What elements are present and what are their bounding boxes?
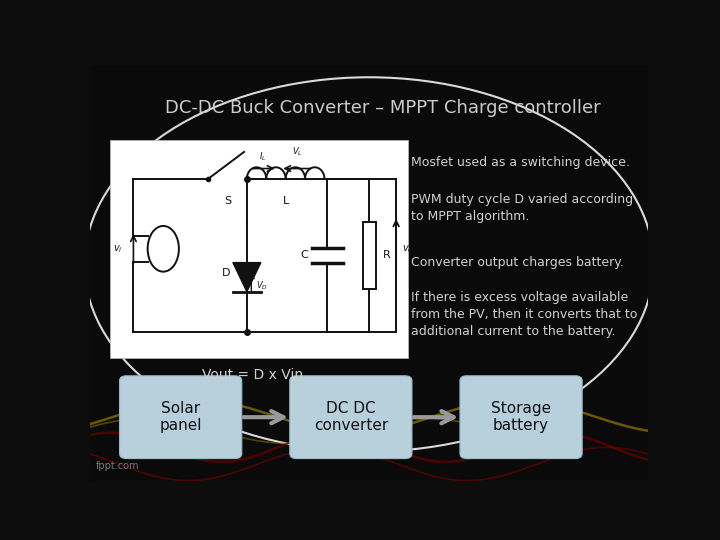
- Text: If there is excess voltage available
from the PV, then it converts that to
addit: If there is excess voltage available fro…: [411, 291, 637, 338]
- Text: C: C: [300, 251, 308, 260]
- Ellipse shape: [148, 226, 179, 272]
- Bar: [363, 222, 376, 288]
- Text: Mosfet used as a switching device.: Mosfet used as a switching device.: [411, 156, 630, 169]
- Text: Converter output charges battery.: Converter output charges battery.: [411, 256, 624, 269]
- Text: PWM duty cycle D varied according
to MPPT algorithm.: PWM duty cycle D varied according to MPP…: [411, 193, 633, 223]
- Text: R: R: [383, 251, 391, 260]
- Text: DC DC
converter: DC DC converter: [314, 401, 388, 434]
- Text: L: L: [282, 195, 289, 206]
- Text: Solar
panel: Solar panel: [159, 401, 202, 434]
- FancyBboxPatch shape: [120, 376, 242, 458]
- Text: Storage
battery: Storage battery: [491, 401, 551, 434]
- Text: fppt.com: fppt.com: [96, 462, 139, 471]
- FancyBboxPatch shape: [289, 376, 412, 458]
- Polygon shape: [233, 262, 261, 292]
- FancyBboxPatch shape: [460, 376, 582, 458]
- Bar: [109, 140, 408, 358]
- Text: Vout = D x Vin: Vout = D x Vin: [202, 368, 302, 382]
- Text: $v_i$: $v_i$: [112, 243, 122, 255]
- Text: $v_o$: $v_o$: [402, 243, 413, 255]
- Text: $V_L$: $V_L$: [292, 146, 302, 158]
- Text: $I_L$: $I_L$: [258, 151, 266, 163]
- Text: S: S: [224, 195, 231, 206]
- Text: D: D: [221, 268, 230, 278]
- Text: DC-DC Buck Converter – MPPT Charge controller: DC-DC Buck Converter – MPPT Charge contr…: [166, 99, 601, 118]
- Text: $V_D$: $V_D$: [256, 279, 268, 292]
